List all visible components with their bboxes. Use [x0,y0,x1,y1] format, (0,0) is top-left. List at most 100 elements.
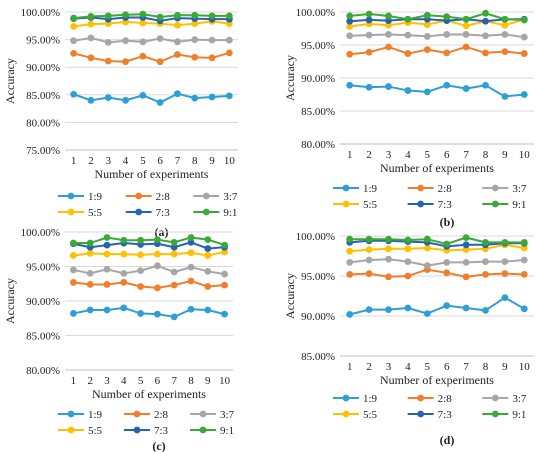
data-point [385,255,392,263]
data-point [462,31,470,38]
y-axis-label: Accuracy [283,55,297,101]
data-point [174,21,181,29]
series-line [349,18,525,28]
data-point [70,90,78,98]
series-3-7 [70,262,229,278]
legend-swatch-marker [67,426,75,434]
data-point [404,50,412,57]
x-tick-label: 10 [519,149,531,161]
legend-swatch-marker [67,192,75,200]
data-point [187,277,195,285]
data-point [404,87,412,94]
data-point [462,43,470,51]
series-5-5 [70,248,229,259]
legend-item: 2:8 [124,409,169,421]
data-point [86,249,94,257]
y-tick-label: 90.00% [26,62,60,74]
data-point [404,272,412,280]
data-point [346,23,354,30]
series-1-9 [346,81,528,100]
x-tick-label: 3 [104,375,110,387]
y-tick-label: 85.00% [301,106,335,118]
data-point [443,13,451,21]
data-point [501,294,509,301]
data-point [365,270,373,277]
data-point [346,17,354,25]
data-point [103,250,111,258]
legend-item: 9:1 [190,425,234,437]
x-tick-label: 4 [405,149,411,161]
data-point [70,50,78,57]
data-point [154,250,161,258]
y-tick-label: 95.00% [301,271,335,283]
data-point [365,83,373,91]
y-tick-label: 95.00% [26,262,60,274]
data-point [103,281,111,288]
legend-swatch-marker [491,410,499,418]
x-tick-label: 3 [386,361,392,373]
legend-swatch-marker [135,192,143,200]
series-1-9 [346,294,528,318]
data-point [154,310,161,318]
series-line [73,13,230,20]
x-axis-label: Number of experiments [380,373,494,387]
data-point [501,93,509,100]
series-line [349,84,525,98]
chart-panel-3: 80.00%85.00%90.00%95.00%100.00%1 2 3 4 5 6 7 8 9… [3,227,235,452]
legend-label: 9:1 [512,199,526,211]
series-3-7 [346,255,528,269]
data-point [139,19,147,27]
series-line [73,236,225,247]
data-point [365,48,373,56]
data-point [501,270,509,277]
legend-label: 1:9 [88,409,103,421]
data-point [520,271,528,278]
legend-swatch-marker [417,184,425,192]
panel-label: (c) [152,439,165,452]
legend-item: 7:3 [125,207,170,219]
data-point [70,266,77,274]
y-tick-label: 95.00% [301,40,335,52]
data-point [443,31,451,38]
data-point [103,306,111,314]
x-tick-label: 9 [502,361,508,373]
data-point [443,259,451,266]
legend-label: 3:7 [512,183,527,195]
data-point [187,263,195,271]
x-tick-label: 2 [87,375,93,387]
series-line [73,92,230,104]
data-point [170,268,178,276]
y-axis-label: Accuracy [3,278,17,324]
legend-swatch-marker [417,200,425,208]
data-point [104,57,112,65]
data-point [187,305,195,313]
data-point [187,234,195,241]
data-point [423,21,431,28]
legend-label: 1:9 [363,183,378,195]
legend-swatch-marker [133,410,141,418]
data-point [462,234,470,242]
legend: 1:9 2:8 3:7 5:5 7:3 9:1 [58,191,238,219]
x-tick-label: 9 [205,375,211,387]
data-point [404,15,412,23]
x-tick-label: 10 [519,361,531,373]
legend-label: 7:3 [438,409,453,421]
legend-label: 1:9 [88,191,103,203]
data-point [520,256,528,264]
data-point [385,245,392,253]
data-point [122,96,129,104]
x-axis-label: Number of experiments [92,387,206,401]
x-tick-label: 2 [366,361,372,373]
legend-label: 7:3 [438,199,453,211]
legend-swatch-marker [417,410,425,418]
x-tick-label: 7 [463,361,469,373]
data-point [385,83,392,90]
x-tick-label: 1 [71,375,77,387]
data-point [70,252,77,259]
data-point [462,15,470,23]
legend-label: 5:5 [88,425,103,437]
data-point [462,259,470,266]
chart-panel-2: 80.00% 85.00% 90.00% 95.00% 100.00% 1 2 3 4 5 6 7 8 9… [283,7,534,229]
data-point [462,85,470,92]
